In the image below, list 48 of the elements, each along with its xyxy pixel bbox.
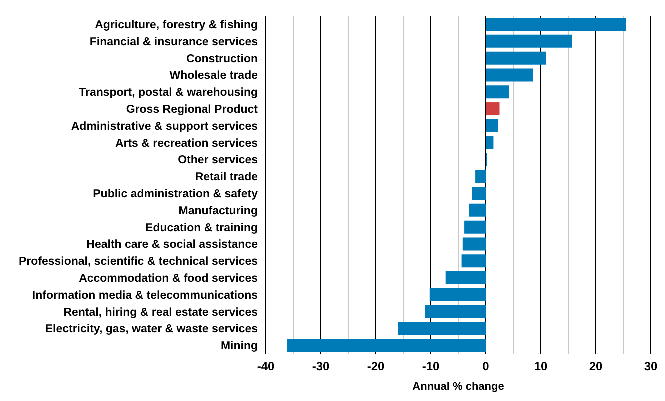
bar: [464, 220, 486, 234]
y-tick-label: Education & training: [146, 222, 258, 234]
bar: [470, 204, 486, 217]
x-tick-label: 0: [482, 360, 490, 374]
bar: [446, 272, 486, 285]
bar: [476, 170, 486, 184]
y-tick-label: Manufacturing: [178, 205, 258, 218]
x-tick-label: 30: [644, 360, 658, 374]
bar: [486, 119, 498, 132]
y-tick-label: Financial & insurance services: [90, 36, 258, 48]
y-tick-label: Health care & social assistance: [86, 239, 258, 252]
x-axis-title: Annual % change: [412, 381, 504, 393]
bar: [287, 339, 486, 352]
y-tick-label: Electricity, gas, water & waste services: [45, 324, 258, 336]
y-tick-label: Wholesale trade: [170, 70, 258, 82]
x-tick-label: -40: [257, 360, 275, 374]
bar: [430, 288, 486, 302]
bar: [462, 254, 486, 268]
x-tick-label: 20: [589, 360, 603, 374]
y-tick-label: Gross Regional Product: [126, 104, 258, 116]
bar: [398, 322, 486, 336]
bar: [486, 102, 500, 116]
y-tick-label: Mining: [220, 340, 258, 353]
y-tick-label: Construction: [186, 53, 258, 66]
y-tick-label: Administrative & support services: [71, 120, 258, 133]
y-tick-label: Arts & recreation services: [115, 138, 258, 150]
bar: [486, 34, 572, 48]
bar: [486, 136, 494, 150]
bar: [486, 86, 510, 99]
bar: [462, 238, 486, 251]
bar: [486, 18, 626, 32]
bar: [426, 305, 486, 318]
y-tick-label: Public administration & safety: [93, 188, 259, 200]
x-tick-label: -10: [422, 360, 440, 374]
y-tick-label: Other services: [178, 154, 258, 167]
y-tick-label: Transport, postal & warehousing: [79, 87, 258, 100]
x-tick-label: -20: [367, 360, 385, 374]
y-tick-label: Rental, hiring & real estate services: [64, 306, 258, 319]
y-tick-label: Retail trade: [195, 172, 258, 184]
bar: [486, 68, 534, 82]
y-tick-label: Professional, scientific & technical services: [18, 256, 258, 268]
y-tick-label: Agriculture, forestry & fishing: [95, 19, 258, 32]
x-tick-label: -30: [312, 360, 330, 374]
y-tick-label: Accommodation & food services: [79, 272, 258, 285]
bar: [472, 187, 486, 200]
y-tick-label: Information media & telecommunications: [32, 290, 258, 302]
bar: [486, 52, 546, 65]
x-tick-label: 10: [534, 360, 548, 374]
